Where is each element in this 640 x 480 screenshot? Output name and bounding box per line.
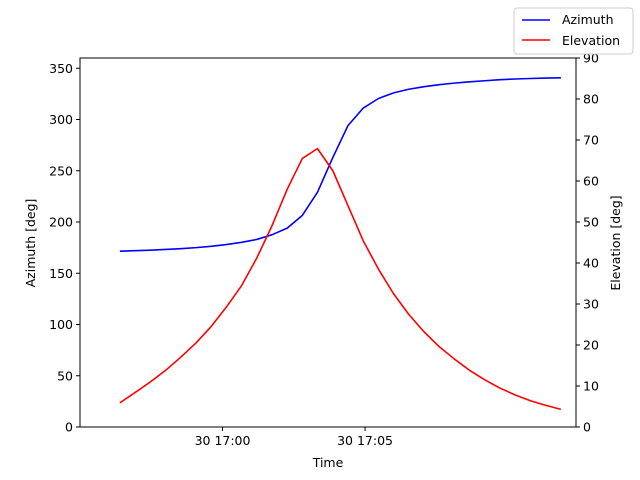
x-tick-label: 30 17:00 <box>195 433 251 448</box>
x-axis-title: Time <box>312 455 344 470</box>
series-lines <box>119 76 562 411</box>
series-line-azimuth <box>119 76 561 253</box>
y-right-tick-label: 20 <box>583 338 599 353</box>
y-left-tick-label: 50 <box>57 368 73 383</box>
y-right-tick-label: 50 <box>583 215 599 230</box>
legend: Azimuth Elevation <box>513 7 634 55</box>
x-axis: 30 17:00 30 17:05 <box>195 427 393 448</box>
series-line-elevation <box>119 147 562 411</box>
y-axis-left: 0 50 100 150 200 250 300 350 <box>49 61 80 435</box>
y-right-tick-label: 0 <box>583 420 591 435</box>
y-right-tick-label: 80 <box>583 92 599 107</box>
legend-label-elevation: Elevation <box>562 33 620 48</box>
y-left-tick-label: 150 <box>49 266 73 281</box>
axes-frame <box>79 57 577 428</box>
y-left-tick-label: 300 <box>49 112 73 127</box>
y-right-tick-label: 10 <box>583 379 599 394</box>
y-right-tick-label: 70 <box>583 133 599 148</box>
axes-border <box>79 57 577 428</box>
y-left-tick-label: 100 <box>49 317 73 332</box>
legend-label-azimuth: Azimuth <box>562 12 614 27</box>
y-axis-left-title: Azimuth [deg] <box>23 199 38 288</box>
y-left-tick-label: 250 <box>49 163 73 178</box>
y-left-tick-label: 0 <box>65 420 73 435</box>
y-left-tick-label: 350 <box>49 61 73 76</box>
x-tick-label: 30 17:05 <box>337 433 393 448</box>
y-right-tick-label: 40 <box>583 256 599 271</box>
y-axis-right-title: Elevation [deg] <box>608 195 623 290</box>
y-right-tick-label: 60 <box>583 174 599 189</box>
y-left-tick-label: 200 <box>49 215 73 230</box>
y-right-tick-label: 30 <box>583 297 599 312</box>
